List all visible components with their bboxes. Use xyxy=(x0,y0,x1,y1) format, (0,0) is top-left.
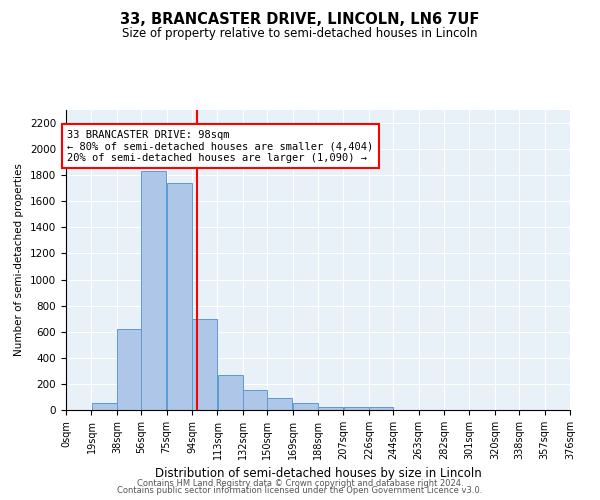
Text: Contains public sector information licensed under the Open Government Licence v3: Contains public sector information licen… xyxy=(118,486,482,495)
Bar xyxy=(218,375,243,410)
Bar xyxy=(117,329,141,410)
Bar xyxy=(243,390,267,410)
Text: 33 BRANCASTER DRIVE: 98sqm
← 80% of semi-detached houses are smaller (4,404)
20%: 33 BRANCASTER DRIVE: 98sqm ← 80% of semi… xyxy=(67,130,374,163)
X-axis label: Distribution of semi-detached houses by size in Lincoln: Distribution of semi-detached houses by … xyxy=(155,468,481,480)
Bar xyxy=(167,183,192,410)
Bar xyxy=(369,408,393,410)
Bar xyxy=(318,408,343,410)
Text: Size of property relative to semi-detached houses in Lincoln: Size of property relative to semi-detach… xyxy=(122,28,478,40)
Text: 33, BRANCASTER DRIVE, LINCOLN, LN6 7UF: 33, BRANCASTER DRIVE, LINCOLN, LN6 7UF xyxy=(121,12,479,28)
Bar xyxy=(344,408,369,410)
Text: Contains HM Land Registry data © Crown copyright and database right 2024.: Contains HM Land Registry data © Crown c… xyxy=(137,478,463,488)
Bar xyxy=(192,318,217,410)
Bar xyxy=(293,404,318,410)
Bar xyxy=(141,172,166,410)
Bar xyxy=(267,398,292,410)
Bar xyxy=(92,404,117,410)
Y-axis label: Number of semi-detached properties: Number of semi-detached properties xyxy=(14,164,25,356)
